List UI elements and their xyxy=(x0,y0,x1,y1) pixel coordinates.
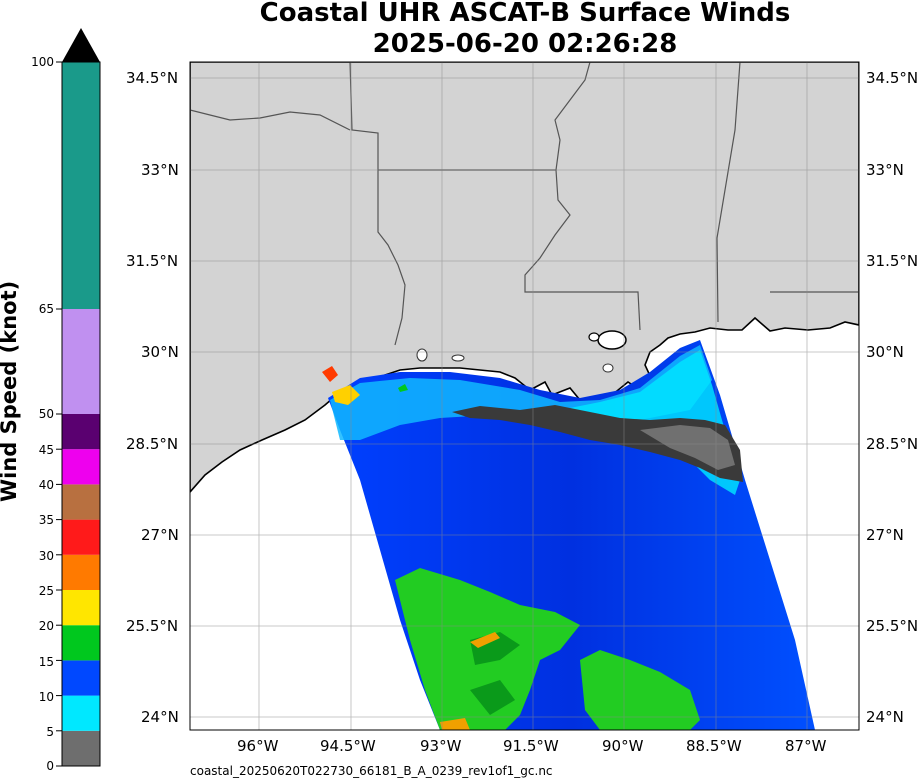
colorbar-tick-label: 50 xyxy=(38,407,54,421)
colorbar-band xyxy=(62,625,100,661)
colorbar-band xyxy=(62,449,100,485)
wind-swath xyxy=(322,340,815,730)
lat-label-left: 25.5°N xyxy=(126,617,179,635)
colorbar-tick-label: 35 xyxy=(38,513,54,527)
colorbar-extend-arrow xyxy=(62,28,100,62)
colorbar-tick-label: 30 xyxy=(38,549,54,563)
lon-label: 90°W xyxy=(602,737,644,755)
lon-label: 88.5°W xyxy=(686,737,742,755)
colorbar-axis-label: Wind Speed (knot) xyxy=(0,280,21,502)
colorbar-band xyxy=(62,309,100,414)
lat-label-left: 28.5°N xyxy=(126,435,179,453)
lake-white xyxy=(451,354,465,362)
colorbar-band xyxy=(62,414,100,450)
map-frame xyxy=(189,61,860,731)
lat-label-left: 24°N xyxy=(141,708,179,726)
lake-pontchartrain xyxy=(597,330,627,350)
lat-label-right: 28.5°N xyxy=(866,435,919,453)
lon-label: 91.5°W xyxy=(503,737,559,755)
lon-label: 87°W xyxy=(785,737,827,755)
lake-grand xyxy=(416,348,428,362)
colorbar-tick-label: 45 xyxy=(38,443,54,457)
colorbar-tick-label: 100 xyxy=(31,55,54,69)
lat-label-right: 34.5°N xyxy=(866,69,919,87)
lat-label-right: 33°N xyxy=(866,161,904,179)
state-borders xyxy=(190,62,859,346)
lat-label-left: 27°N xyxy=(141,526,179,544)
map-timestamp: 2025-06-20 02:26:28 xyxy=(372,29,678,59)
lat-label-left: 31.5°N xyxy=(126,252,179,270)
colorbar-tick-label: 0 xyxy=(46,759,54,773)
lat-label-right: 24°N xyxy=(866,708,904,726)
colorbar-tick-label: 40 xyxy=(38,478,54,492)
colorbar-tick-label: 20 xyxy=(38,619,54,633)
colorbar-band xyxy=(62,590,100,626)
graticule xyxy=(190,62,859,730)
lat-label-left: 30°N xyxy=(141,343,179,361)
lat-label-right: 25.5°N xyxy=(866,617,919,635)
colorbar-band xyxy=(62,660,100,696)
lon-label: 93°W xyxy=(420,737,462,755)
lat-label-left: 34.5°N xyxy=(126,69,179,87)
source-filename: coastal_20250620T022730_66181_B_A_0239_r… xyxy=(190,764,553,778)
lake-maurepas xyxy=(588,332,600,342)
lat-label-right: 31.5°N xyxy=(866,252,919,270)
map-title: Coastal UHR ASCAT-B Surface Winds xyxy=(259,0,791,28)
lat-label-right: 30°N xyxy=(866,343,904,361)
colorbar-band xyxy=(62,62,100,309)
colorbar-band xyxy=(62,554,100,590)
colorbar xyxy=(56,61,101,767)
map-panel xyxy=(190,62,859,730)
colorbar-tick-label: 65 xyxy=(38,302,54,316)
colorbar-tick-label: 15 xyxy=(38,655,54,669)
colorbar-band xyxy=(62,484,100,520)
lon-label: 94.5°W xyxy=(320,737,376,755)
lat-label-left: 33°N xyxy=(141,161,179,179)
lon-label: 96°W xyxy=(237,737,279,755)
colorbar-band xyxy=(62,519,100,555)
colorbar-tick-label: 5 xyxy=(46,725,54,739)
colorbar-band xyxy=(62,730,100,766)
lat-label-right: 27°N xyxy=(866,526,904,544)
lake-salvador xyxy=(602,363,614,373)
colorbar-tick-label: 10 xyxy=(38,690,54,704)
colorbar-band xyxy=(62,695,100,731)
colorbar-tick-label: 25 xyxy=(38,584,54,598)
